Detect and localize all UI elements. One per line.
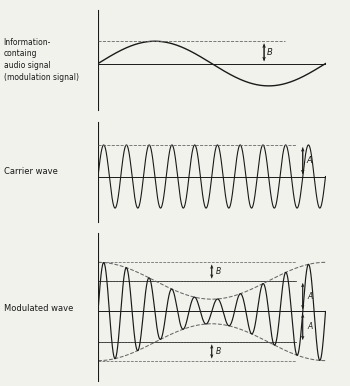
Text: Carrier wave: Carrier wave xyxy=(4,167,57,176)
Text: Information-
containg
audio signal
(modulation signal): Information- containg audio signal (modu… xyxy=(4,37,78,82)
Text: A: A xyxy=(306,156,312,165)
Text: A: A xyxy=(307,291,312,301)
Text: B: B xyxy=(216,347,221,356)
Text: B: B xyxy=(267,48,273,57)
Text: B: B xyxy=(216,267,221,276)
Text: A: A xyxy=(307,322,312,331)
Text: Modulated wave: Modulated wave xyxy=(4,304,73,313)
